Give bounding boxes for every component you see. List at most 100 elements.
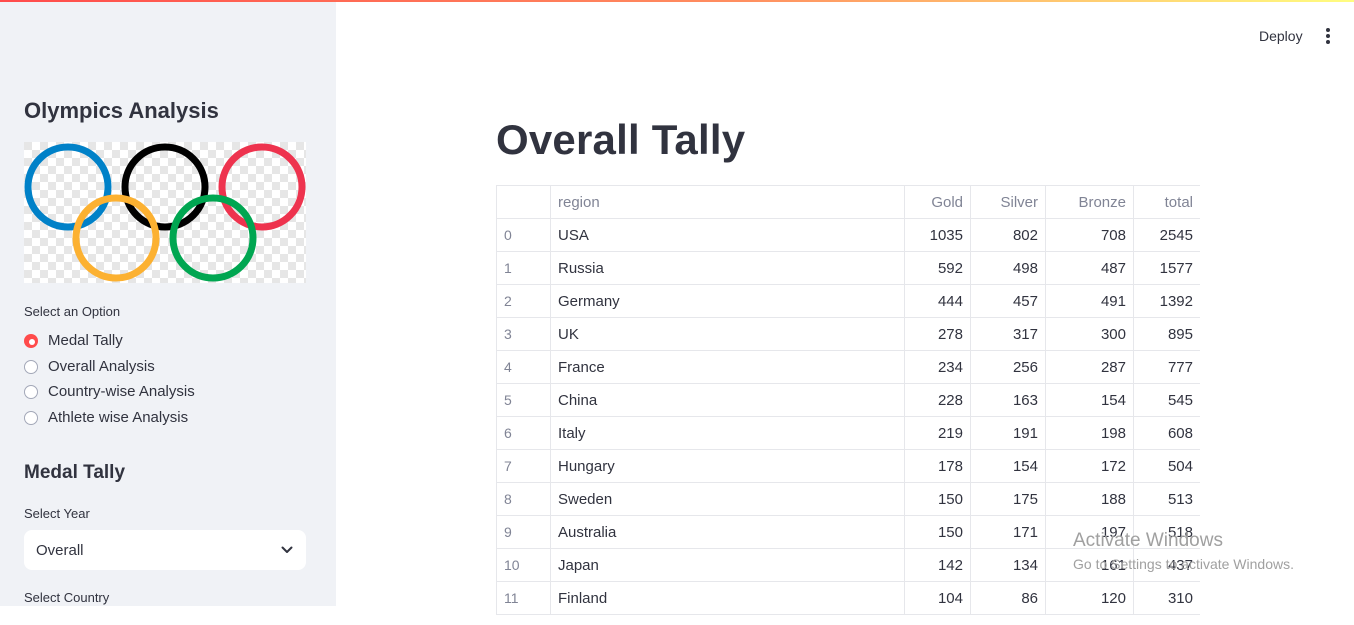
table-row[interactable]: 8 Sweden 150 175 188 513 <box>496 482 1200 516</box>
silver-cell[interactable]: 498 <box>970 251 1046 285</box>
region-cell[interactable]: Australia <box>550 515 905 549</box>
silver-cell[interactable]: 256 <box>970 350 1046 384</box>
gold-cell[interactable]: 150 <box>904 515 971 549</box>
row-index[interactable]: 4 <box>496 350 551 384</box>
total-cell[interactable]: 895 <box>1133 317 1200 351</box>
total-cell[interactable]: 2545 <box>1133 218 1200 252</box>
silver-cell[interactable]: 191 <box>970 416 1046 450</box>
row-index[interactable]: 8 <box>496 482 551 516</box>
column-header-gold[interactable]: Gold <box>904 185 971 219</box>
silver-cell[interactable]: 802 <box>970 218 1046 252</box>
table-row[interactable]: 9 Australia 150 171 197 518 <box>496 515 1200 549</box>
table-row[interactable]: 0 USA 1035 802 708 2545 <box>496 218 1200 252</box>
region-cell[interactable]: France <box>550 350 905 384</box>
total-cell[interactable]: 1392 <box>1133 284 1200 318</box>
total-cell[interactable]: 777 <box>1133 350 1200 384</box>
total-cell[interactable]: 545 <box>1133 383 1200 417</box>
table-row[interactable]: 2 Germany 444 457 491 1392 <box>496 284 1200 318</box>
gold-cell[interactable]: 444 <box>904 284 971 318</box>
region-cell[interactable]: Finland <box>550 581 905 615</box>
total-cell[interactable]: 608 <box>1133 416 1200 450</box>
table-row[interactable]: 5 China 228 163 154 545 <box>496 383 1200 417</box>
silver-cell[interactable]: 457 <box>970 284 1046 318</box>
column-header-total[interactable]: total <box>1133 185 1200 219</box>
gold-cell[interactable]: 104 <box>904 581 971 615</box>
table-row[interactable]: 4 France 234 256 287 777 <box>496 350 1200 384</box>
bronze-cell[interactable]: 197 <box>1045 515 1134 549</box>
row-index[interactable]: 5 <box>496 383 551 417</box>
radio-country-wise-analysis[interactable]: Country-wise Analysis <box>24 383 195 400</box>
bronze-cell[interactable]: 487 <box>1045 251 1134 285</box>
table-row[interactable]: 1 Russia 592 498 487 1577 <box>496 251 1200 285</box>
silver-cell[interactable]: 163 <box>970 383 1046 417</box>
total-cell[interactable]: 310 <box>1133 581 1200 615</box>
gold-cell[interactable]: 142 <box>904 548 971 582</box>
row-index[interactable]: 10 <box>496 548 551 582</box>
column-header-index[interactable] <box>496 185 551 219</box>
row-index[interactable]: 7 <box>496 449 551 483</box>
total-cell[interactable]: 513 <box>1133 482 1200 516</box>
region-cell[interactable]: China <box>550 383 905 417</box>
row-index[interactable]: 11 <box>496 581 551 615</box>
gold-cell[interactable]: 150 <box>904 482 971 516</box>
table-row[interactable]: 6 Italy 219 191 198 608 <box>496 416 1200 450</box>
region-cell[interactable]: USA <box>550 218 905 252</box>
chevron-down-icon <box>281 546 293 553</box>
table-row[interactable]: 11 Finland 104 86 120 310 <box>496 581 1200 615</box>
bronze-cell[interactable]: 287 <box>1045 350 1134 384</box>
gold-cell[interactable]: 219 <box>904 416 971 450</box>
silver-cell[interactable]: 86 <box>970 581 1046 615</box>
silver-cell[interactable]: 171 <box>970 515 1046 549</box>
radio-overall-analysis[interactable]: Overall Analysis <box>24 358 155 375</box>
gold-cell[interactable]: 228 <box>904 383 971 417</box>
bronze-cell[interactable]: 188 <box>1045 482 1134 516</box>
bronze-cell[interactable]: 120 <box>1045 581 1134 615</box>
column-header-region[interactable]: region <box>550 185 905 219</box>
silver-cell[interactable]: 134 <box>970 548 1046 582</box>
top-decoration-bar <box>0 0 1354 2</box>
radio-athlete-wise-analysis[interactable]: Athlete wise Analysis <box>24 409 188 426</box>
gold-cell[interactable]: 278 <box>904 317 971 351</box>
deploy-button[interactable]: Deploy <box>1259 28 1303 44</box>
silver-cell[interactable]: 317 <box>970 317 1046 351</box>
bronze-cell[interactable]: 491 <box>1045 284 1134 318</box>
gold-cell[interactable]: 1035 <box>904 218 971 252</box>
row-index[interactable]: 9 <box>496 515 551 549</box>
radio-medal-tally[interactable]: Medal Tally <box>24 332 123 349</box>
region-cell[interactable]: Russia <box>550 251 905 285</box>
total-cell[interactable]: 437 <box>1133 548 1200 582</box>
row-index[interactable]: 6 <box>496 416 551 450</box>
row-index[interactable]: 1 <box>496 251 551 285</box>
bronze-cell[interactable]: 300 <box>1045 317 1134 351</box>
region-cell[interactable]: Sweden <box>550 482 905 516</box>
region-cell[interactable]: Germany <box>550 284 905 318</box>
column-header-silver[interactable]: Silver <box>970 185 1046 219</box>
row-index[interactable]: 0 <box>496 218 551 252</box>
total-cell[interactable]: 504 <box>1133 449 1200 483</box>
gold-cell[interactable]: 178 <box>904 449 971 483</box>
bronze-cell[interactable]: 708 <box>1045 218 1134 252</box>
silver-cell[interactable]: 175 <box>970 482 1046 516</box>
gold-cell[interactable]: 234 <box>904 350 971 384</box>
more-vertical-icon[interactable] <box>1318 26 1338 46</box>
table-row[interactable]: 10 Japan 142 134 161 437 <box>496 548 1200 582</box>
year-select[interactable]: Overall <box>24 530 306 570</box>
silver-cell[interactable]: 154 <box>970 449 1046 483</box>
bronze-cell[interactable]: 161 <box>1045 548 1134 582</box>
bronze-cell[interactable]: 198 <box>1045 416 1134 450</box>
region-cell[interactable]: UK <box>550 317 905 351</box>
table-row[interactable]: 3 UK 278 317 300 895 <box>496 317 1200 351</box>
column-header-bronze[interactable]: Bronze <box>1045 185 1134 219</box>
gold-cell[interactable]: 592 <box>904 251 971 285</box>
table-row[interactable]: 7 Hungary 178 154 172 504 <box>496 449 1200 483</box>
row-index[interactable]: 3 <box>496 317 551 351</box>
medal-tally-table[interactable]: region Gold Silver Bronze total 0 USA 1035… <box>496 185 1200 625</box>
total-cell[interactable]: 518 <box>1133 515 1200 549</box>
region-cell[interactable]: Japan <box>550 548 905 582</box>
row-index[interactable]: 2 <box>496 284 551 318</box>
bronze-cell[interactable]: 172 <box>1045 449 1134 483</box>
bronze-cell[interactable]: 154 <box>1045 383 1134 417</box>
total-cell[interactable]: 1577 <box>1133 251 1200 285</box>
region-cell[interactable]: Hungary <box>550 449 905 483</box>
region-cell[interactable]: Italy <box>550 416 905 450</box>
